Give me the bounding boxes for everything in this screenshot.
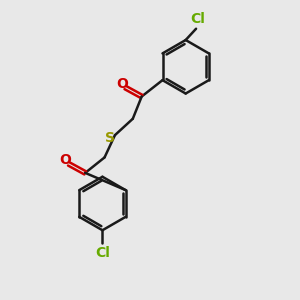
Text: Cl: Cl — [95, 246, 110, 260]
Text: O: O — [59, 153, 71, 167]
Text: S: S — [105, 130, 115, 145]
Text: O: O — [116, 77, 128, 91]
Text: Cl: Cl — [190, 12, 205, 26]
